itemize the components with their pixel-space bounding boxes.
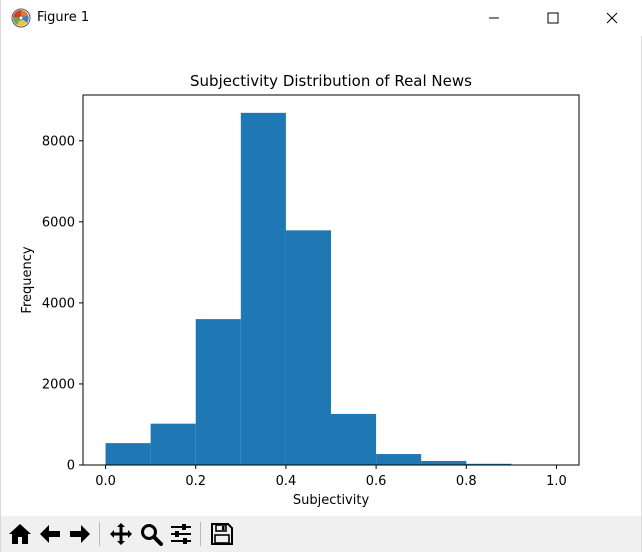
toolbar-separator: [99, 522, 100, 546]
window-title: Figure 1: [37, 10, 90, 25]
pan-button[interactable]: [107, 519, 135, 549]
x-tick-label: 0.0: [95, 474, 116, 489]
magnifier-icon: [141, 524, 163, 546]
histogram-bar: [150, 423, 196, 465]
x-tick-label: 0.8: [456, 474, 477, 489]
y-tick-label: 0: [67, 459, 75, 474]
bars-group: [105, 112, 557, 465]
back-button[interactable]: [36, 519, 64, 549]
figure-canvas[interactable]: Subjectivity Distribution of Real News 0…: [1, 36, 641, 516]
maximize-button[interactable]: [524, 0, 582, 36]
arrow-left-icon: [40, 525, 60, 543]
y-axis-label: Frequency: [20, 246, 35, 313]
toolbar-separator: [200, 522, 201, 546]
close-button[interactable]: [583, 0, 641, 36]
floppy-disk-icon: [211, 523, 233, 545]
y-ticks: 0 2000 4000 6000 8000: [42, 134, 83, 474]
histogram-bar: [105, 443, 151, 465]
histogram-chart: Subjectivity Distribution of Real News 0…: [20, 72, 580, 508]
x-ticks: 0.0 0.2 0.4 0.6 0.8 1.0: [95, 465, 567, 489]
chart-title: Subjectivity Distribution of Real News: [190, 72, 472, 90]
zoom-button[interactable]: [137, 519, 165, 549]
x-axis-label: Subjectivity: [293, 493, 370, 508]
y-tick-label: 8000: [42, 134, 75, 149]
matplotlib-logo-icon: [11, 8, 31, 28]
histogram-bar: [466, 463, 512, 465]
home-button[interactable]: [6, 519, 34, 549]
histogram-bar: [285, 230, 331, 465]
maximize-icon: [547, 12, 559, 24]
arrow-right-icon: [70, 525, 90, 543]
forward-button[interactable]: [66, 519, 94, 549]
title-bar[interactable]: Figure 1: [1, 0, 642, 36]
y-tick-label: 6000: [42, 215, 75, 230]
home-icon: [9, 524, 31, 544]
histogram-bar: [421, 460, 467, 465]
x-tick-label: 0.2: [185, 474, 206, 489]
sliders-icon: [171, 524, 191, 544]
move-icon: [110, 523, 132, 545]
x-tick-label: 1.0: [546, 474, 567, 489]
configure-subplots-button[interactable]: [167, 519, 195, 549]
histogram-bar: [331, 413, 377, 465]
plot-frame: [82, 94, 580, 466]
minimize-button[interactable]: [465, 0, 523, 36]
histogram-bar: [240, 112, 286, 465]
x-tick-label: 0.4: [276, 474, 297, 489]
navigation-toolbar: [1, 516, 641, 552]
close-icon: [606, 12, 618, 24]
minimize-icon: [489, 17, 499, 19]
histogram-bar: [195, 319, 241, 465]
x-tick-label: 0.6: [366, 474, 387, 489]
y-tick-label: 4000: [42, 296, 75, 311]
save-button[interactable]: [208, 519, 236, 549]
y-tick-label: 2000: [42, 377, 75, 392]
histogram-bar: [376, 454, 422, 465]
